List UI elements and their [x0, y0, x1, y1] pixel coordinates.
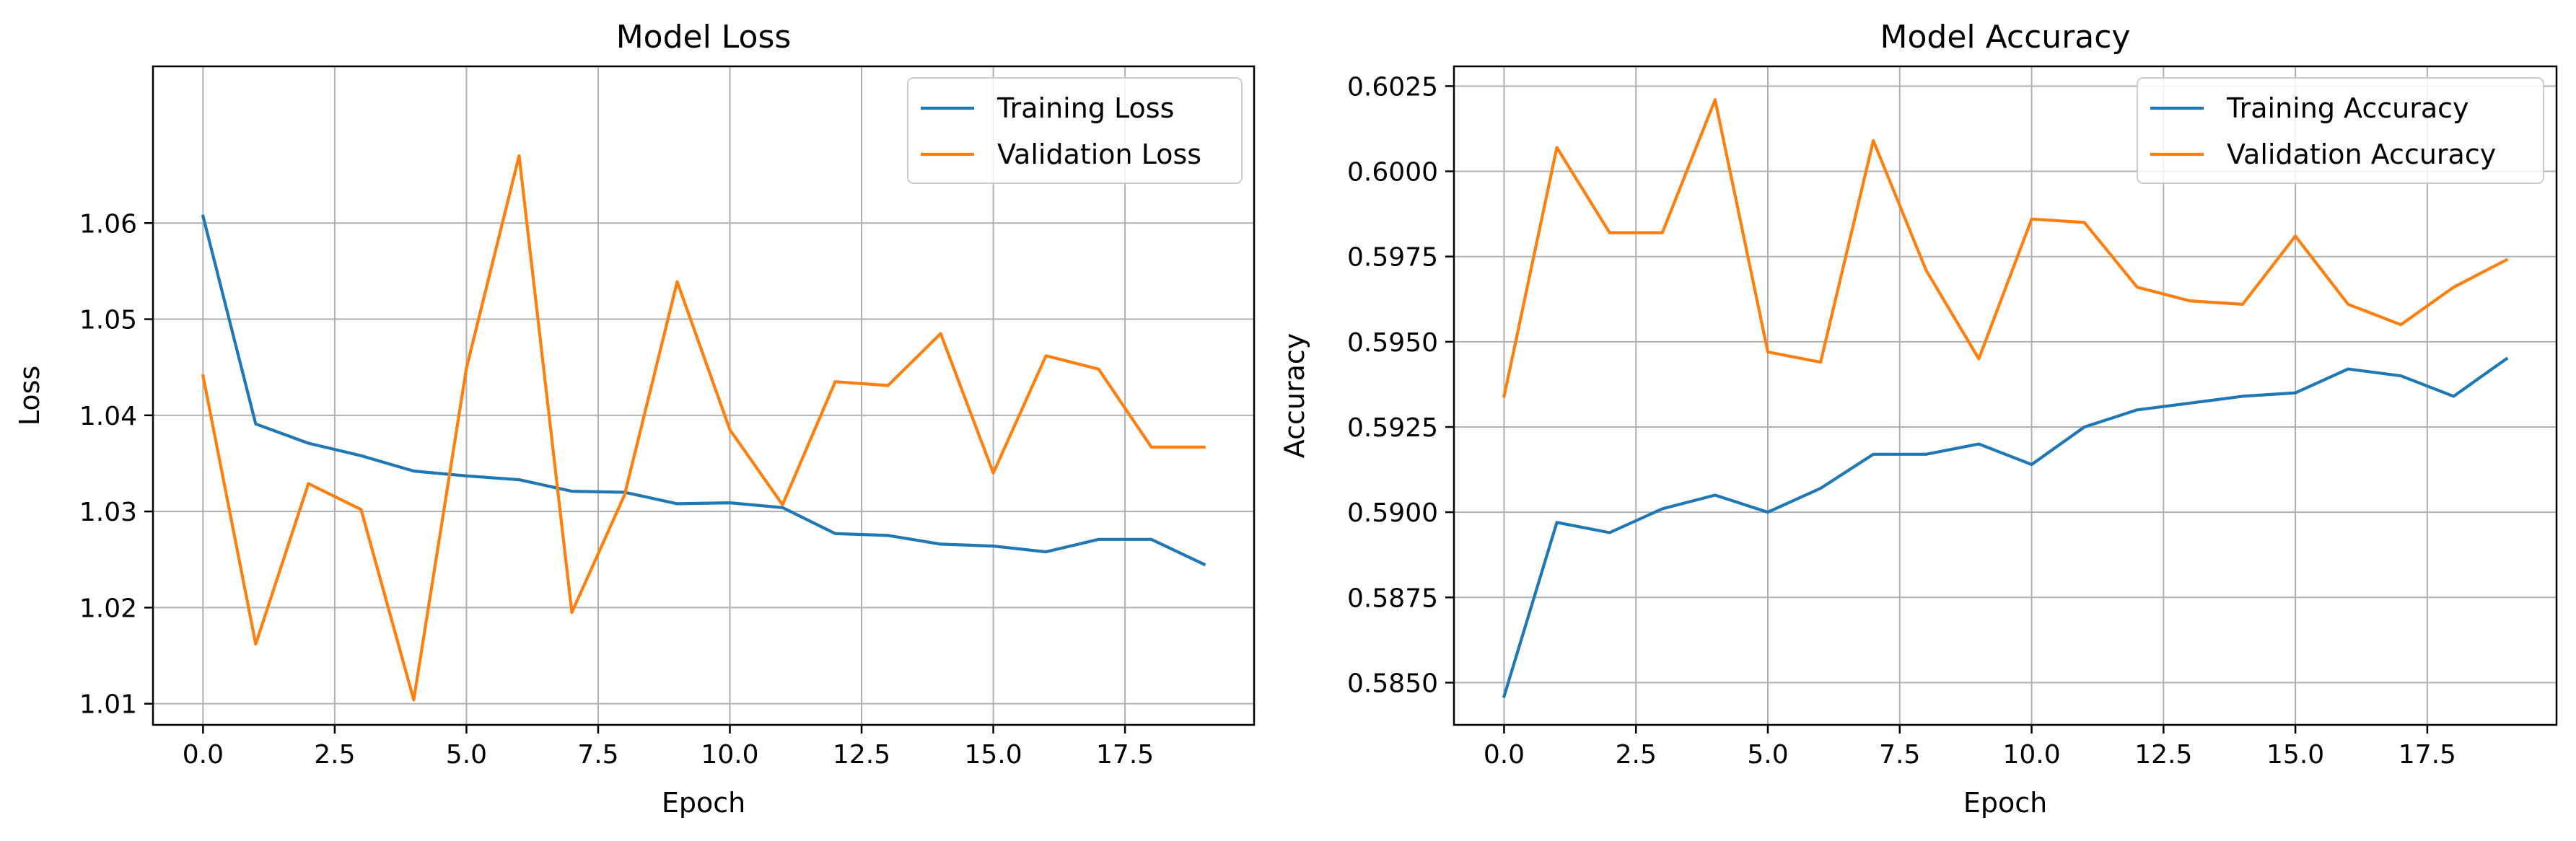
y-tick-label: 0.5975 — [1347, 243, 1438, 273]
legend: Training Accuracy Validation Accuracy — [2137, 77, 2544, 184]
x-tick-label: 15.0 — [965, 740, 1022, 770]
y-tick-label: 0.5875 — [1347, 584, 1438, 613]
y-tick-label: 1.01 — [79, 690, 137, 720]
y-tick-label: 1.04 — [79, 402, 137, 431]
x-tick-label: 0.0 — [183, 740, 224, 770]
x-tick-label: 17.5 — [1096, 740, 1154, 770]
y-tick-label: 1.03 — [79, 498, 137, 527]
x-tick-label: 5.0 — [446, 740, 487, 770]
y-axis-label: Loss — [14, 366, 45, 426]
x-axis-label: Epoch — [1963, 787, 2047, 819]
x-tick-label: 0.0 — [1484, 740, 1525, 770]
x-tick-label: 17.5 — [2398, 740, 2456, 770]
legend: Training Loss Validation Loss — [907, 77, 1243, 184]
x-tick-label: 12.5 — [2134, 740, 2192, 770]
y-tick-label: 0.6000 — [1347, 158, 1438, 188]
x-tick-label: 5.0 — [1747, 740, 1788, 770]
series-line-validation-loss — [201, 154, 1206, 702]
y-tick-label: 1.02 — [79, 594, 137, 623]
chart-loss: 0.0 2.5 5.0 7.5 10.0 12.5 15.0 17.5 1.01 1.02 1.03… — [14, 19, 1256, 819]
x-tick-label: 12.5 — [833, 740, 890, 770]
chart-title: Model Accuracy — [1880, 19, 2131, 56]
legend-label: Training Accuracy — [2226, 92, 2469, 124]
legend-label: Training Loss — [996, 92, 1174, 124]
x-tick-label: 10.0 — [2002, 740, 2060, 770]
x-axis-label: Epoch — [662, 787, 745, 819]
x-tick-label: 7.5 — [577, 740, 618, 770]
axes-frame — [1453, 65, 2558, 726]
legend-label: Validation Accuracy — [2227, 138, 2496, 170]
x-tick-label: 15.0 — [2266, 740, 2324, 770]
y-tick-label: 0.6025 — [1347, 72, 1438, 102]
x-tick-label: 2.5 — [314, 740, 355, 770]
legend-box — [2137, 77, 2544, 184]
y-tick-label: 0.5900 — [1347, 498, 1438, 528]
x-tick-label: 7.5 — [1879, 740, 1920, 770]
series-line-validation-accuracy — [1502, 98, 2509, 398]
x-tick-label: 10.0 — [701, 740, 758, 770]
y-tick-label: 1.05 — [79, 306, 137, 335]
chart-accuracy: 0.0 2.5 5.0 7.5 10.0 12.5 15.0 17.5 0.5850 0.5875… — [1279, 19, 2558, 819]
axes-frame — [152, 65, 1256, 726]
legend-label: Validation Loss — [997, 138, 1201, 170]
y-tick-label: 1.06 — [79, 209, 137, 239]
y-tick-label: 0.5950 — [1347, 328, 1438, 358]
chart-title: Model Loss — [616, 19, 792, 56]
y-axis-label: Accuracy — [1279, 333, 1310, 459]
series-line-training-loss — [201, 214, 1206, 567]
x-tick-label: 2.5 — [1616, 740, 1657, 770]
y-tick-label: 0.5850 — [1347, 669, 1438, 698]
y-tick-label: 0.5925 — [1347, 413, 1438, 443]
legend-box — [907, 77, 1243, 184]
series-line-training-accuracy — [1502, 356, 2509, 698]
